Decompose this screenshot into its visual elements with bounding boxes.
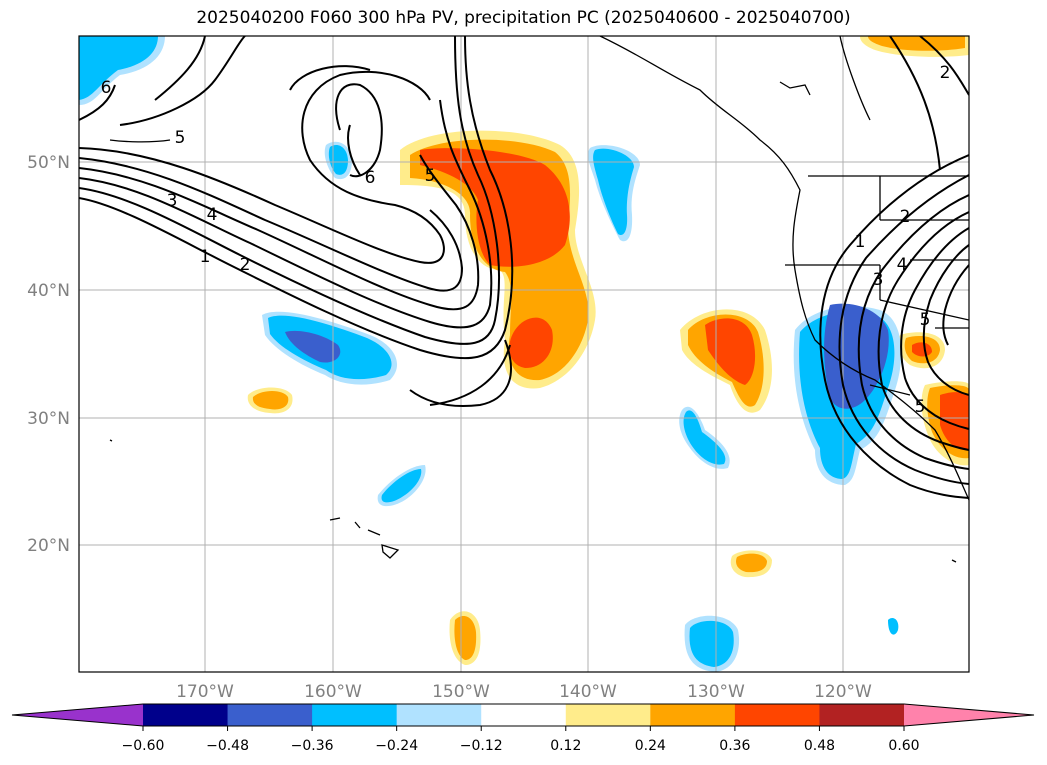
colorbar-tick-label: −0.48	[206, 738, 249, 754]
contour-label: 1	[200, 247, 211, 267]
precip-positive-area	[252, 391, 289, 410]
lat-label: 50°N	[27, 153, 70, 173]
colorbar-tick-label: 0.24	[635, 738, 666, 754]
colorbar-right-extension	[904, 704, 1034, 726]
colorbar-tick-label: 0.12	[550, 738, 581, 754]
contour-label: 6	[365, 168, 376, 188]
contour-label: 3	[167, 191, 178, 211]
precip-negative-area	[285, 330, 341, 363]
lat-label: 30°N	[27, 409, 70, 429]
lon-label: 160°W	[304, 682, 362, 702]
lon-label: 170°W	[176, 682, 234, 702]
contour-label: 5	[425, 166, 436, 186]
colorbar-segment	[819, 704, 905, 726]
precip-negative-area	[683, 410, 726, 465]
colorbar-segment	[565, 704, 651, 726]
colorbar-tick-label: −0.12	[460, 738, 503, 754]
colorbar-tick-label: −0.60	[122, 738, 165, 754]
precip-negative-area	[593, 148, 634, 236]
precip-positive-area	[736, 553, 767, 573]
colorbar-tick-label: −0.36	[291, 738, 334, 754]
precip-negative-area	[888, 618, 899, 635]
precip-positive-area	[912, 342, 932, 357]
precip-positive-area	[509, 317, 553, 368]
precip-negative-area	[689, 620, 734, 667]
colorbar-tick-label: −0.24	[375, 738, 418, 754]
colorbar-segment	[650, 704, 736, 726]
colorbar-segment	[227, 704, 313, 726]
contour-label: 5	[920, 310, 931, 330]
contour-label: 5	[915, 397, 926, 417]
lon-label: 120°W	[814, 682, 872, 702]
precip-positive-area	[705, 318, 756, 385]
map-title: 2025040200 F060 300 hPa PV, precipitatio…	[196, 8, 851, 28]
contour-label: 2	[940, 63, 951, 83]
lat-label: 40°N	[27, 281, 70, 301]
precip-negative-area	[381, 469, 422, 503]
graticule	[79, 36, 969, 672]
precip-negative-area	[79, 36, 158, 100]
pv-contours	[79, 36, 969, 499]
lon-label: 140°W	[559, 682, 617, 702]
colorbar-segment	[734, 704, 820, 726]
colorbar-left-extension	[12, 704, 143, 726]
lat-label: 20°N	[27, 536, 70, 556]
lon-label: 150°W	[432, 682, 490, 702]
colorbar-tick-label: 0.60	[888, 738, 919, 754]
colorbar-segment	[312, 704, 398, 726]
precip-positive-area	[454, 616, 477, 660]
contour-label: 3	[873, 270, 884, 290]
contour-label: 2	[240, 255, 251, 275]
colorbar-tick-label: 0.36	[719, 738, 750, 754]
map-frame	[78, 35, 970, 673]
longitude-labels: 170°W 160°W 150°W 140°W 130°W 120°W	[176, 682, 872, 702]
contour-label: 4	[897, 255, 908, 275]
precip-positive-area	[420, 148, 570, 267]
precip-negative-area	[328, 144, 348, 175]
colorbar-segment	[143, 704, 229, 726]
contour-label: 1	[855, 232, 866, 252]
latitude-labels: 50°N 40°N 30°N 20°N	[27, 153, 70, 556]
contour-label-group: 6 5 3 4 1 2 5 6 1 2 2 3 4 5 5	[101, 63, 951, 417]
colorbar-segment	[396, 704, 482, 726]
contour-label: 4	[207, 205, 218, 225]
contour-label: 6	[101, 78, 112, 98]
colorbar-tick-label: 0.48	[804, 738, 835, 754]
colorbar-segment	[481, 704, 567, 726]
colorbar: −0.60 −0.48 −0.36 −0.24 −0.12 0.12 0.24 0.36 0.4…	[11, 703, 1035, 754]
precip-positive-area	[940, 392, 969, 451]
precip-shading	[79, 36, 969, 672]
contour-label: 5	[175, 128, 186, 148]
lon-label: 130°W	[687, 682, 745, 702]
contour-label: 2	[900, 207, 911, 227]
coastlines	[109, 36, 969, 563]
